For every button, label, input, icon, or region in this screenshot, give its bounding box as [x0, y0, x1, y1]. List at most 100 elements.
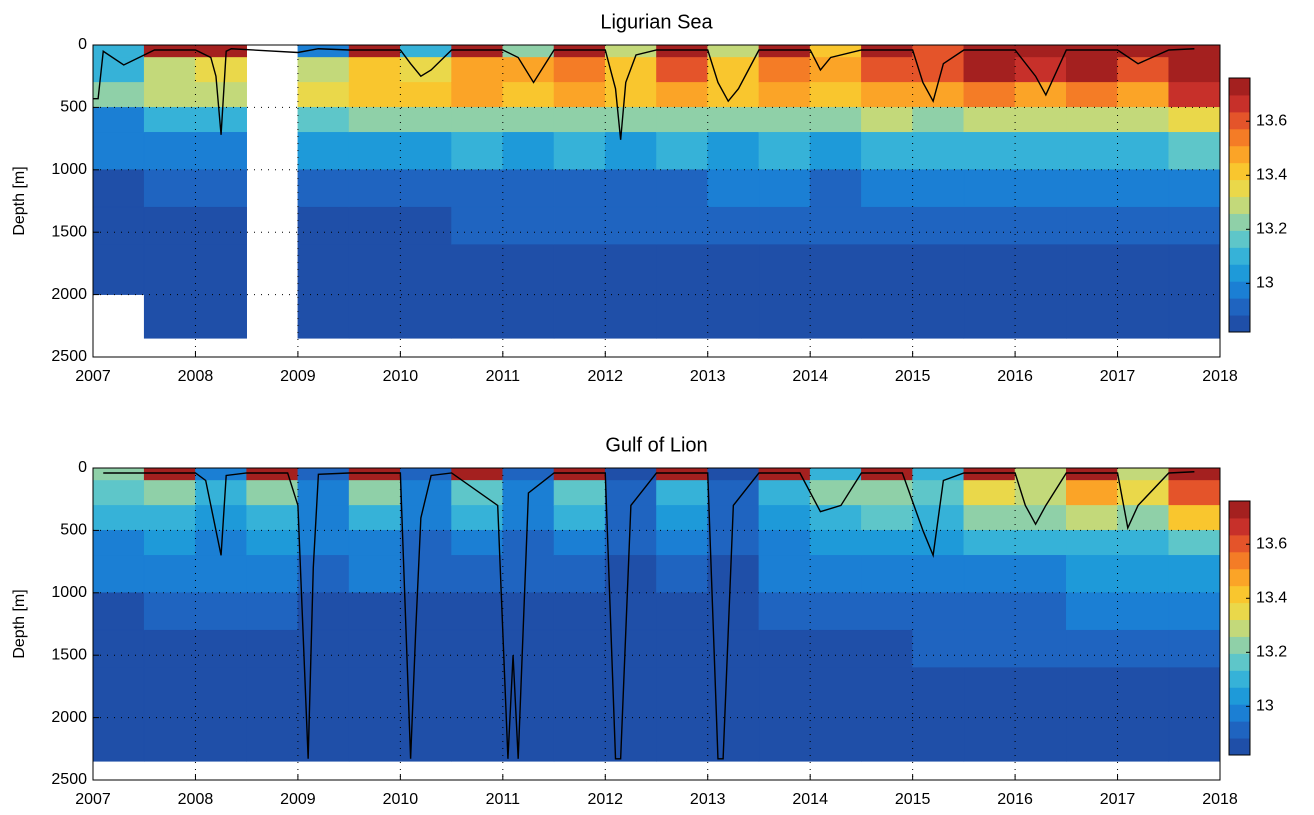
heatmap-cell [297, 57, 350, 83]
heatmap-cell [1066, 294, 1118, 339]
heatmap-cell [1117, 480, 1170, 506]
x-tick-label: 2018 [1202, 368, 1238, 385]
heatmap-cell [348, 717, 401, 762]
x-tick-label: 2014 [792, 791, 828, 808]
heatmap-cell [1014, 717, 1067, 762]
heatmap-cell [92, 82, 145, 108]
x-tick-label: 2016 [997, 368, 1033, 385]
heatmap-cell [861, 555, 913, 594]
heatmap-cell [92, 107, 145, 133]
colorbar-swatch [1229, 281, 1250, 299]
heatmap-cell [195, 555, 247, 594]
heatmap-cell [758, 244, 811, 295]
heatmap-cell [604, 107, 657, 133]
heatmap-cell [143, 132, 196, 171]
heatmap-cell [1066, 555, 1118, 594]
heatmap-cell [553, 555, 606, 594]
heatmap-cell [400, 530, 452, 556]
heatmap-cell [861, 206, 913, 245]
colorbar-tick-label: 13.6 [1256, 535, 1287, 552]
heatmap-cell [297, 717, 350, 762]
heatmap-cell [297, 107, 350, 133]
colorbar-swatch [1229, 145, 1250, 164]
heatmap-cell [1117, 294, 1170, 339]
colorbar-swatch [1229, 213, 1250, 231]
x-tick-label: 2008 [178, 791, 214, 808]
heatmap-cell [502, 555, 555, 594]
heatmap-cell [912, 717, 965, 762]
heatmap-cell [656, 294, 709, 339]
colorbar-swatch [1229, 247, 1250, 265]
heatmap-cell [297, 592, 350, 631]
colorbar-swatch [1229, 230, 1250, 248]
heatmap-cell [348, 44, 401, 58]
heatmap-cell [1014, 629, 1067, 668]
heatmap-cell [553, 667, 606, 718]
heatmap-cell [92, 132, 145, 171]
heatmap-cell [758, 44, 811, 58]
heatmap-cell [1066, 82, 1118, 108]
heatmap-cell [297, 480, 350, 506]
colorbar-swatch [1229, 704, 1250, 722]
colorbar-tick-label: 13.2 [1256, 221, 1287, 238]
heatmap-cell [451, 82, 504, 108]
heatmap-cell [1014, 169, 1067, 208]
heatmap-cell [195, 505, 247, 531]
colorbar-tick-label: 13.2 [1256, 644, 1287, 661]
heatmap-cell [400, 44, 452, 58]
colorbar-swatch [1229, 619, 1250, 637]
heatmap-cell [912, 480, 965, 506]
heatmap-cell [1066, 244, 1118, 295]
heatmap-cell [297, 555, 350, 594]
colorbar-swatch [1229, 602, 1250, 621]
heatmap-cell [553, 107, 606, 133]
heatmap-cell [348, 132, 401, 171]
heatmap-cell [451, 555, 504, 594]
heatmap-cell [656, 132, 709, 171]
heatmap-cell [553, 169, 606, 208]
heatmap-cell [912, 107, 965, 133]
heatmap-cell [143, 480, 196, 506]
x-tick-label: 2013 [690, 791, 726, 808]
colorbar-swatch [1229, 298, 1250, 316]
heatmap-cell [1066, 107, 1118, 133]
heatmap-cell [963, 592, 1016, 631]
heatmap-cell [604, 169, 657, 208]
mixed-layer-line [93, 48, 1195, 140]
heatmap-cell [348, 555, 401, 594]
heatmap-cell [861, 244, 913, 295]
heatmap-cell [604, 132, 657, 171]
heatmap-cell [143, 82, 196, 108]
heatmap-cell [297, 82, 350, 108]
heatmap-cell [861, 44, 913, 58]
heatmap-cell [963, 244, 1016, 295]
heatmap-cell [348, 206, 401, 245]
heatmap-cell [963, 480, 1016, 506]
heatmap-cell [348, 169, 401, 208]
heatmap-cell [92, 667, 145, 718]
heatmap-cell [348, 467, 401, 481]
heatmap-cell [400, 505, 452, 531]
x-tick-label: 2017 [1100, 368, 1136, 385]
colorbar-swatch [1229, 534, 1250, 553]
heatmap-cell [809, 169, 862, 208]
heatmap-cell [553, 206, 606, 245]
heatmap-cell [502, 57, 555, 83]
colorbar-swatch [1229, 111, 1250, 130]
heatmap-cell [758, 717, 811, 762]
x-tick-label: 2009 [280, 791, 316, 808]
heatmap-cell [861, 132, 913, 171]
heatmap-cell [912, 667, 965, 718]
colorbar-swatch [1229, 264, 1250, 282]
colorbar-swatch [1229, 670, 1250, 688]
heatmap-cell [809, 294, 862, 339]
heatmap-cell [451, 505, 504, 531]
heatmap-cell [195, 480, 247, 506]
heatmap-cell [92, 629, 145, 668]
x-tick-label: 2015 [895, 368, 931, 385]
heatmap-cell [553, 244, 606, 295]
mixed-layer-line [103, 471, 1195, 760]
heatmap-cell [656, 592, 709, 631]
heatmap-cell [604, 717, 657, 762]
